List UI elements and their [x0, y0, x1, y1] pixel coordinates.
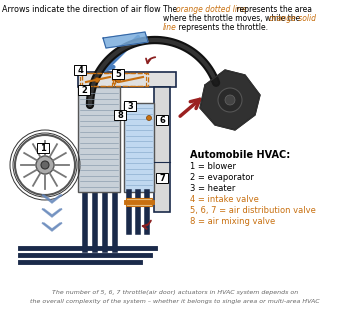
- Text: 2: 2: [81, 86, 87, 95]
- Text: line: line: [163, 23, 177, 32]
- Polygon shape: [200, 70, 260, 130]
- Circle shape: [36, 156, 54, 174]
- Circle shape: [41, 161, 49, 169]
- Text: orange dotted line: orange dotted line: [176, 5, 247, 14]
- Text: Arrows indicate the direction of air flow: Arrows indicate the direction of air flo…: [2, 5, 161, 14]
- Text: 8: 8: [117, 111, 123, 120]
- Text: The number of 5, 6, 7 throttle(air door) actuators in HVAC system depends on: The number of 5, 6, 7 throttle(air door)…: [52, 290, 298, 295]
- Bar: [124, 103, 154, 192]
- Circle shape: [116, 77, 120, 82]
- Text: 6: 6: [159, 116, 165, 125]
- Circle shape: [147, 115, 152, 120]
- Text: orange solid: orange solid: [269, 14, 316, 23]
- Polygon shape: [42, 223, 62, 231]
- Text: 1 = blower: 1 = blower: [190, 162, 236, 171]
- Bar: [82, 73, 113, 86]
- Polygon shape: [42, 195, 62, 203]
- Text: 3 = heater: 3 = heater: [190, 184, 235, 193]
- Text: 8 = air mixing valve: 8 = air mixing valve: [190, 217, 275, 226]
- Bar: [154, 87, 170, 212]
- Text: Automobile HVAC:: Automobile HVAC:: [190, 150, 290, 160]
- Text: 5, 6, 7 = air distribution valve: 5, 6, 7 = air distribution valve: [190, 206, 316, 215]
- FancyBboxPatch shape: [74, 65, 86, 75]
- Bar: [80, 73, 112, 86]
- Circle shape: [225, 95, 235, 105]
- Text: 7: 7: [159, 174, 165, 183]
- Bar: [114, 73, 146, 86]
- Text: the overall complexity of the system – whether it belongs to single area or mult: the overall complexity of the system – w…: [30, 299, 320, 304]
- FancyBboxPatch shape: [78, 85, 90, 95]
- FancyBboxPatch shape: [114, 110, 126, 120]
- Text: 4 = intake valve: 4 = intake valve: [190, 195, 259, 204]
- Polygon shape: [103, 32, 148, 48]
- FancyBboxPatch shape: [156, 173, 168, 183]
- Bar: [78, 87, 120, 192]
- Text: 1: 1: [40, 144, 46, 153]
- FancyBboxPatch shape: [156, 115, 168, 125]
- Text: 4: 4: [77, 66, 83, 75]
- FancyBboxPatch shape: [112, 69, 124, 79]
- Text: represents the area: represents the area: [234, 5, 312, 14]
- Text: 5: 5: [115, 70, 121, 79]
- Circle shape: [94, 77, 99, 82]
- Text: represents the throttle.: represents the throttle.: [176, 23, 268, 32]
- Text: The: The: [163, 5, 180, 14]
- Text: 2 = evaporator: 2 = evaporator: [190, 173, 254, 182]
- Text: 3: 3: [127, 102, 133, 111]
- Bar: [115, 73, 148, 86]
- Bar: [78, 72, 176, 87]
- FancyBboxPatch shape: [37, 143, 49, 153]
- Polygon shape: [42, 209, 62, 217]
- Bar: [126, 198, 152, 206]
- Circle shape: [218, 88, 242, 112]
- Text: where the throttle moves, while the: where the throttle moves, while the: [163, 14, 303, 23]
- FancyBboxPatch shape: [124, 101, 136, 111]
